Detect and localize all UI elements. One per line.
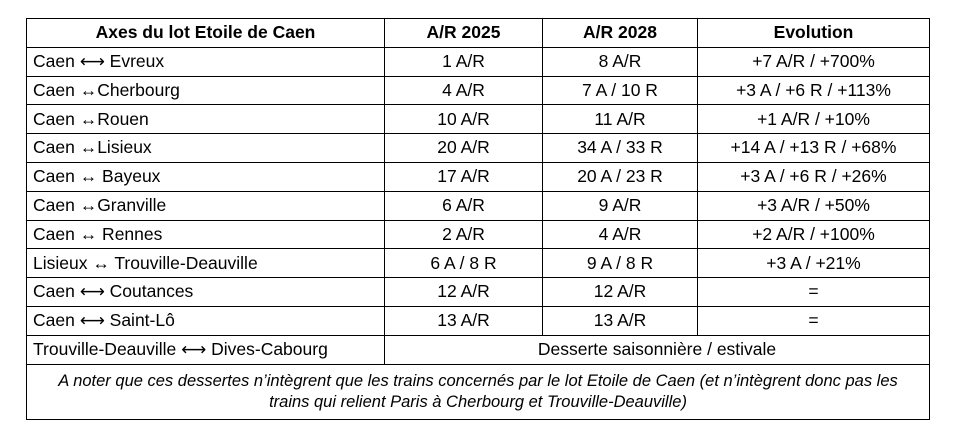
rail-axes-table: Axes du lot Etoile de Caen A/R 2025 A/R … [26,18,930,420]
seasonal-service-cell: Desserte saisonnière / estivale [384,334,930,365]
ar-2028-cell: 7 A / 10 R [542,75,698,106]
table-footnote: A noter que ces dessertes n’intègrent qu… [26,363,930,420]
header-ar-2028: A/R 2028 [542,18,698,48]
evolution-cell: +3 A / +6 R / +26% [697,161,930,192]
table-row: Caen ↔Cherbourg 4 A/R 7 A / 10 R +3 A / … [26,75,930,106]
table-row: Caen ↔ Rennes 2 A/R 4 A/R +2 A/R / +100% [26,219,930,250]
ar-2028-cell: 20 A / 23 R [542,161,698,192]
axis-cell: Trouville-Deauville ⟷ Dives-Cabourg [26,334,385,365]
axis-cell: Caen ↔Lisieux [26,133,385,163]
header-axes: Axes du lot Etoile de Caen [26,18,385,48]
evolution-cell: = [697,305,930,336]
table-row: Caen ⟷ Saint-Lô 13 A/R 13 A/R = [26,305,930,336]
evolution-cell: = [697,277,930,307]
header-ar-2025: A/R 2025 [384,18,543,48]
ar-2025-cell: 6 A / 8 R [384,248,543,279]
evolution-cell: +7 A/R / +700% [697,46,930,77]
ar-2028-cell: 11 A/R [542,104,698,135]
ar-2025-cell: 12 A/R [384,277,543,307]
evolution-cell: +3 A / +6 R / +113% [697,75,930,106]
table-row: Caen ↔ Bayeux 17 A/R 20 A / 23 R +3 A / … [26,161,930,192]
ar-2025-cell: 17 A/R [384,161,543,192]
axis-cell: Caen ⟷ Evreux [26,46,385,77]
header-evolution: Evolution [697,18,930,48]
axis-cell: Lisieux ↔ Trouville-Deauville [26,248,385,279]
ar-2028-cell: 9 A/R [542,190,698,221]
table-row: Caen ↔Lisieux 20 A/R 34 A / 33 R +14 A /… [26,133,930,163]
ar-2025-cell: 2 A/R [384,219,543,250]
ar-2025-cell: 1 A/R [384,46,543,77]
table-header-row: Axes du lot Etoile de Caen A/R 2025 A/R … [26,18,930,48]
ar-2025-cell: 10 A/R [384,104,543,135]
ar-2028-cell: 4 A/R [542,219,698,250]
table-row: Caen ↔Rouen 10 A/R 11 A/R +1 A/R / +10% [26,104,930,135]
ar-2028-cell: 9 A / 8 R [542,248,698,279]
ar-2028-cell: 34 A / 33 R [542,133,698,163]
table-row: Lisieux ↔ Trouville-Deauville 6 A / 8 R … [26,248,930,279]
ar-2028-cell: 13 A/R [542,305,698,336]
table-row: Caen ⟷ Evreux 1 A/R 8 A/R +7 A/R / +700% [26,46,930,77]
axis-cell: Caen ⟷ Coutances [26,277,385,307]
axis-cell: Caen ↔Cherbourg [26,75,385,106]
evolution-cell: +14 A / +13 R / +68% [697,133,930,163]
note-row: A noter que ces dessertes n’intègrent qu… [26,363,930,420]
axis-cell: Caen ⟷ Saint-Lô [26,305,385,336]
ar-2025-cell: 6 A/R [384,190,543,221]
axis-cell: Caen ↔Rouen [26,104,385,135]
evolution-cell: +1 A/R / +10% [697,104,930,135]
ar-2025-cell: 13 A/R [384,305,543,336]
seasonal-row: Trouville-Deauville ⟷ Dives-Cabourg Dess… [26,334,930,365]
axis-cell: Caen ↔ Bayeux [26,161,385,192]
ar-2028-cell: 12 A/R [542,277,698,307]
axis-cell: Caen ↔Granville [26,190,385,221]
table-row: Caen ↔Granville 6 A/R 9 A/R +3 A/R / +50… [26,190,930,221]
evolution-cell: +3 A/R / +50% [697,190,930,221]
evolution-cell: +3 A / +21% [697,248,930,279]
evolution-cell: +2 A/R / +100% [697,219,930,250]
axis-cell: Caen ↔ Rennes [26,219,385,250]
ar-2025-cell: 4 A/R [384,75,543,106]
table-row: Caen ⟷ Coutances 12 A/R 12 A/R = [26,277,930,307]
ar-2025-cell: 20 A/R [384,133,543,163]
ar-2028-cell: 8 A/R [542,46,698,77]
